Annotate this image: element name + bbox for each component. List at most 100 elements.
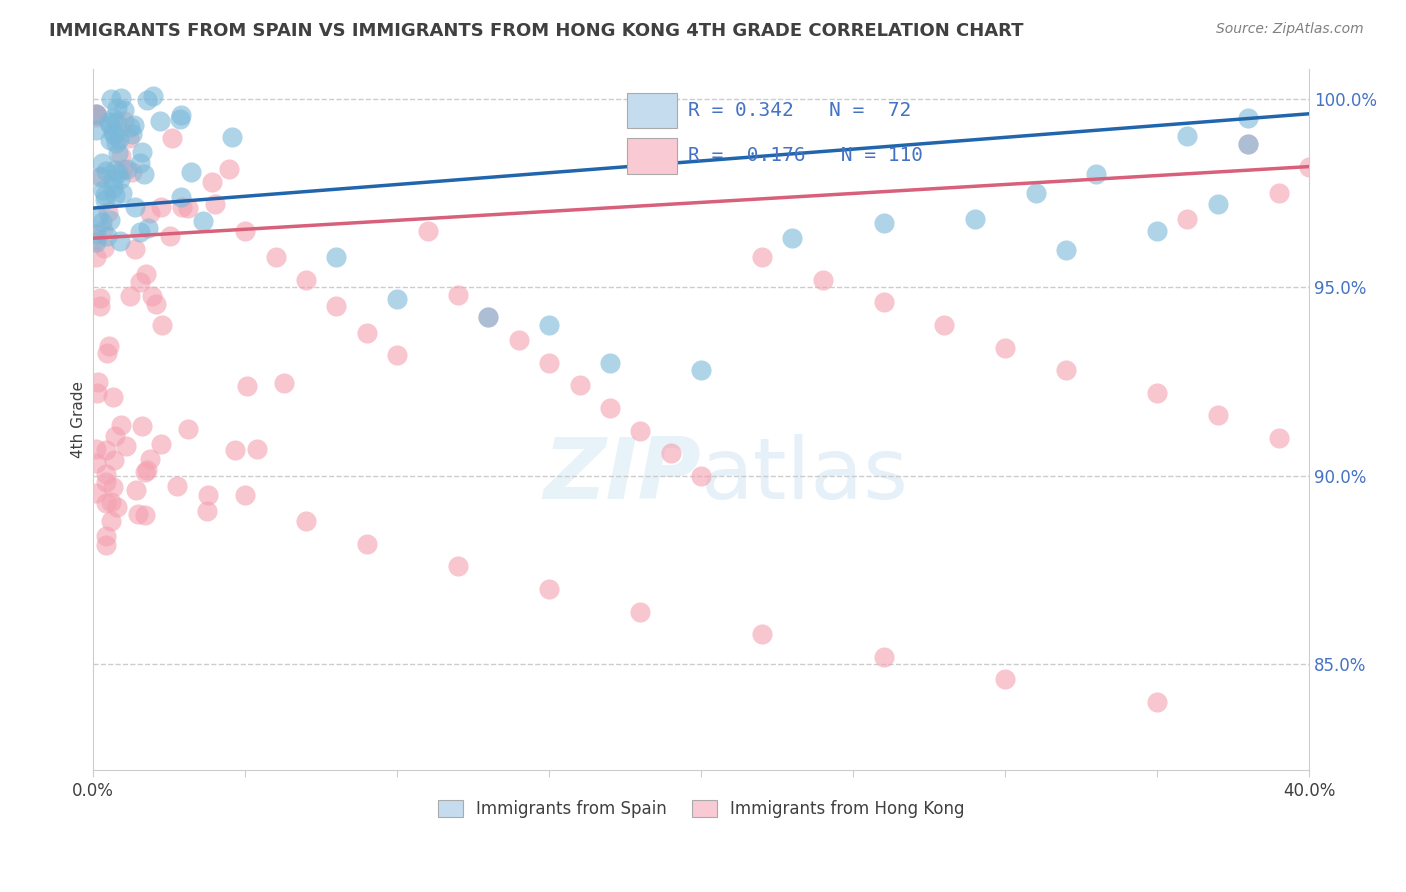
Point <box>273 376 295 390</box>
Point <box>233 488 256 502</box>
Point <box>295 273 318 287</box>
Point <box>96 529 118 543</box>
Point <box>963 212 986 227</box>
Point <box>477 310 499 325</box>
Point <box>128 225 150 239</box>
Point <box>131 145 153 159</box>
Point <box>124 242 146 256</box>
Point <box>100 495 122 509</box>
Point <box>295 514 318 528</box>
Point <box>1024 186 1046 200</box>
Point <box>122 118 145 132</box>
Point <box>120 289 142 303</box>
Point <box>93 241 115 255</box>
Point <box>97 205 120 219</box>
Point <box>1298 160 1320 174</box>
Point <box>224 442 246 457</box>
Point <box>86 108 108 122</box>
Point <box>101 181 124 195</box>
Point <box>84 227 107 241</box>
Point <box>447 287 470 301</box>
Point <box>98 115 121 129</box>
Point <box>538 582 561 596</box>
Point <box>195 504 218 518</box>
Point <box>221 130 243 145</box>
Point <box>1085 167 1108 181</box>
Point <box>103 111 125 125</box>
Text: ZIP: ZIP <box>544 434 702 516</box>
Point <box>86 442 108 456</box>
Point <box>180 165 202 179</box>
Point <box>131 418 153 433</box>
Point <box>246 442 269 456</box>
Point <box>104 188 127 202</box>
Point <box>201 175 224 189</box>
Point <box>96 228 118 243</box>
Point <box>872 216 894 230</box>
Point <box>628 605 651 619</box>
Point <box>934 318 956 332</box>
Point <box>104 163 127 178</box>
Point <box>94 538 117 552</box>
Point <box>114 438 136 452</box>
Point <box>121 127 143 141</box>
Point <box>872 295 894 310</box>
Point <box>91 215 114 229</box>
Text: IMMIGRANTS FROM SPAIN VS IMMIGRANTS FROM HONG KONG 4TH GRADE CORRELATION CHART: IMMIGRANTS FROM SPAIN VS IMMIGRANTS FROM… <box>49 22 1024 40</box>
Point <box>135 268 157 282</box>
Point <box>84 107 107 121</box>
Point <box>100 92 122 106</box>
Point <box>477 310 499 325</box>
Point <box>150 318 173 333</box>
Point <box>94 442 117 457</box>
Point <box>90 156 112 170</box>
Point <box>104 429 127 443</box>
Point <box>149 200 172 214</box>
Point <box>166 478 188 492</box>
Point <box>110 417 132 432</box>
Point <box>125 483 148 497</box>
Point <box>112 103 135 117</box>
Point <box>628 424 651 438</box>
Point <box>169 189 191 203</box>
Point <box>782 231 804 245</box>
Point <box>177 201 200 215</box>
Point <box>191 214 214 228</box>
Point <box>1054 243 1077 257</box>
Point <box>105 115 128 129</box>
Point <box>107 132 129 146</box>
Point <box>659 446 682 460</box>
Point <box>690 468 713 483</box>
Point <box>139 205 162 219</box>
Point <box>170 108 193 122</box>
Point <box>134 465 156 479</box>
Point <box>89 299 111 313</box>
Point <box>105 500 128 514</box>
Point <box>94 194 117 208</box>
Point <box>150 437 173 451</box>
Point <box>264 250 287 264</box>
Point <box>811 273 834 287</box>
Point <box>111 186 134 200</box>
Point <box>115 161 138 176</box>
Point <box>94 163 117 178</box>
Point <box>87 375 110 389</box>
Point <box>416 224 439 238</box>
Point <box>356 537 378 551</box>
Point <box>110 91 132 105</box>
Point <box>111 161 134 176</box>
Point <box>107 165 129 179</box>
Legend: Immigrants from Spain, Immigrants from Hong Kong: Immigrants from Spain, Immigrants from H… <box>432 793 972 825</box>
Point <box>86 386 108 401</box>
Y-axis label: 4th Grade: 4th Grade <box>72 381 86 458</box>
Point <box>325 299 347 313</box>
Point <box>139 452 162 467</box>
Point <box>1206 409 1229 423</box>
Point <box>1146 695 1168 709</box>
Point <box>159 229 181 244</box>
Point <box>110 172 132 186</box>
Point <box>103 125 125 139</box>
Point <box>107 145 129 160</box>
Point <box>751 250 773 264</box>
Point <box>148 114 170 128</box>
